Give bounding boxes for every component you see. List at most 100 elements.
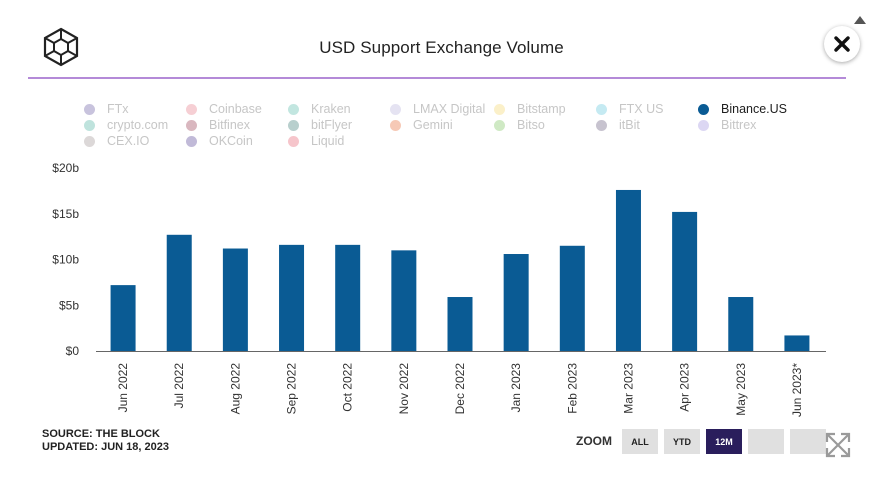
bar-may-2023[interactable] xyxy=(728,297,754,351)
y-tick-label: $15b xyxy=(52,207,79,221)
legend-dot-icon xyxy=(596,103,607,115)
legend-dot-icon xyxy=(84,135,95,147)
legend-item-crypto-com[interactable]: crypto.com xyxy=(84,118,168,132)
legend-dot-icon xyxy=(84,103,95,115)
y-tick-label: $5b xyxy=(59,298,79,312)
bar-aug-2022[interactable] xyxy=(222,248,248,351)
x-tick-label: Jun 2023* xyxy=(790,363,804,417)
source-label: SOURCE: THE BLOCK xyxy=(42,428,160,440)
legend-item-gemini[interactable]: Gemini xyxy=(390,118,453,132)
bar-nov-2022[interactable] xyxy=(391,250,417,351)
legend-label: OKCoin xyxy=(209,134,253,148)
legend-label: Bitfinex xyxy=(209,118,250,132)
legend-item-itbit[interactable]: itBit xyxy=(596,118,640,132)
source-note: SOURCE: THE BLOCK UPDATED: JUN 18, 2023 xyxy=(42,428,169,454)
bar-feb-2023[interactable] xyxy=(559,245,585,351)
legend-item-bitstamp[interactable]: Bitstamp xyxy=(494,102,566,116)
scroll-up-arrow-icon[interactable] xyxy=(854,16,866,24)
x-tick-label: Oct 2022 xyxy=(341,363,355,412)
legend-item-bitfinex[interactable]: Bitfinex xyxy=(186,118,250,132)
x-tick-label: Sep 2022 xyxy=(285,363,299,415)
x-tick-label: Apr 2023 xyxy=(678,363,692,412)
legend-item-ftx-us[interactable]: FTX US xyxy=(596,102,663,116)
legend-label: itBit xyxy=(619,118,640,132)
legend-dot-icon xyxy=(390,119,401,131)
legend-label: Kraken xyxy=(311,102,351,116)
legend-dot-icon xyxy=(698,103,709,115)
legend-dot-icon xyxy=(698,119,709,131)
legend-item-kraken[interactable]: Kraken xyxy=(288,102,351,116)
legend-label: Bitstamp xyxy=(517,102,566,116)
legend-label: Coinbase xyxy=(209,102,262,116)
legend-item-lmax-digital[interactable]: LMAX Digital xyxy=(390,102,485,116)
bar-mar-2023[interactable] xyxy=(615,189,641,351)
zoom-button-12m[interactable]: 12M xyxy=(706,429,742,454)
close-button[interactable] xyxy=(824,26,860,62)
legend-label: Bitso xyxy=(517,118,545,132)
bar-jul-2022[interactable] xyxy=(166,234,192,351)
y-tick-label: $0 xyxy=(66,344,80,358)
y-tick-label: $20b xyxy=(52,161,79,175)
zoom-button-ytd[interactable]: YTD xyxy=(664,429,700,454)
legend-label: CEX.IO xyxy=(107,134,150,148)
legend-label: Liquid xyxy=(311,134,345,148)
legend-item-cex-io[interactable]: CEX.IO xyxy=(84,134,149,148)
legend-dot-icon xyxy=(494,103,505,115)
the-block-logo-icon xyxy=(43,27,79,67)
legend-item-liquid[interactable]: Liquid xyxy=(288,134,344,148)
legend-dot-icon xyxy=(186,103,197,115)
legend-dot-icon xyxy=(390,103,401,115)
legend-item-bitflyer[interactable]: bitFlyer xyxy=(288,118,352,132)
close-icon xyxy=(834,36,850,52)
zoom-button-blank-4[interactable] xyxy=(790,429,826,454)
legend-item-binance-us[interactable]: Binance.US xyxy=(698,102,787,116)
updated-label: UPDATED: JUN 18, 2023 xyxy=(42,441,169,453)
legend-item-bitso[interactable]: Bitso xyxy=(494,118,545,132)
legend-label: LMAX Digital xyxy=(413,102,486,116)
x-tick-label: Jul 2022 xyxy=(172,363,186,409)
x-tick-label: Mar 2023 xyxy=(621,363,635,414)
legend-label: Bittrex xyxy=(721,118,757,132)
title-divider xyxy=(28,77,846,79)
bar-jun-2022[interactable] xyxy=(110,285,136,351)
legend-label: Gemini xyxy=(413,118,453,132)
legend-label: Binance.US xyxy=(721,102,788,116)
zoom-button-all[interactable]: ALL xyxy=(622,429,658,454)
bar-apr-2023[interactable] xyxy=(672,211,698,351)
legend-dot-icon xyxy=(288,135,299,147)
x-tick-label: Aug 2022 xyxy=(228,363,242,415)
y-tick-label: $10b xyxy=(52,253,79,267)
zoom-button-blank-3[interactable] xyxy=(748,429,784,454)
expand-icon[interactable] xyxy=(823,430,853,460)
bar-oct-2022[interactable] xyxy=(335,244,361,351)
chart-title: USD Support Exchange Volume xyxy=(319,38,564,57)
legend-label: bitFlyer xyxy=(311,118,352,132)
x-tick-label: Feb 2023 xyxy=(565,363,579,414)
legend-item-okcoin[interactable]: OKCoin xyxy=(186,134,253,148)
x-tick-label: Jun 2022 xyxy=(116,363,130,413)
bar-jan-2023[interactable] xyxy=(503,254,529,351)
legend-item-coinbase[interactable]: Coinbase xyxy=(186,102,262,116)
x-tick-label: May 2023 xyxy=(734,363,748,416)
legend-item-ftx[interactable]: FTx xyxy=(84,102,129,116)
legend-item-bittrex[interactable]: Bittrex xyxy=(698,118,756,132)
legend-dot-icon xyxy=(186,135,197,147)
zoom-label: ZOOM xyxy=(576,434,612,448)
legend-dot-icon xyxy=(84,119,95,131)
legend-label: FTx xyxy=(107,102,129,116)
legend-dot-icon xyxy=(186,119,197,131)
legend-label: FTX US xyxy=(619,102,664,116)
bar-dec-2022[interactable] xyxy=(447,297,473,351)
legend-dot-icon xyxy=(288,103,299,115)
bar-sep-2022[interactable] xyxy=(279,244,305,351)
x-tick-label: Dec 2022 xyxy=(453,363,467,415)
x-tick-label: Nov 2022 xyxy=(397,363,411,415)
x-tick-label: Jan 2023 xyxy=(509,363,523,413)
legend-dot-icon xyxy=(596,119,607,131)
legend-dot-icon xyxy=(288,119,299,131)
legend-dot-icon xyxy=(494,119,505,131)
bar-jun-2023-[interactable] xyxy=(784,335,810,351)
legend-label: crypto.com xyxy=(107,118,169,132)
